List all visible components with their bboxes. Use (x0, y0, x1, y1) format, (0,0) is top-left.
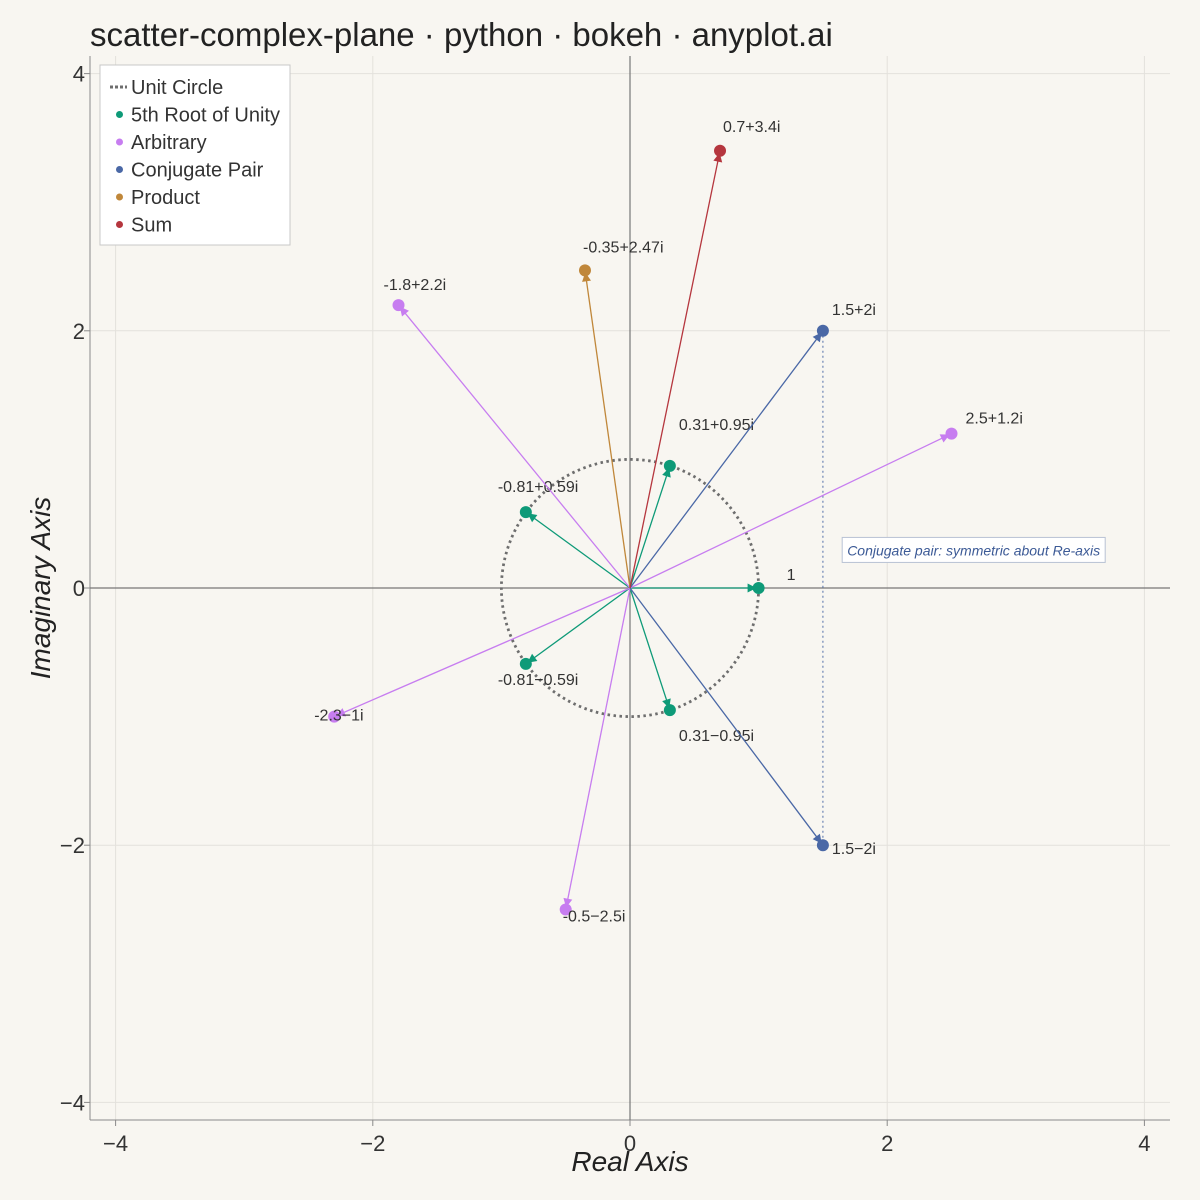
chart-title: scatter-complex-plane · python · bokeh ·… (90, 16, 833, 53)
legend: Unit Circle 5th Root of Unity Arbitrary Con… (99, 64, 291, 246)
data-point (663, 459, 676, 472)
legend-label: Arbitrary (131, 132, 207, 154)
legend-box (99, 64, 291, 246)
point-label: -1.8+2.2i (384, 277, 447, 294)
point-label: 0.7+3.4i (723, 119, 780, 136)
plot-area: −4 −2 0 2 4 −4 −2 0 2 4 1 0.31+0.95i -0.81+0.59i -0.8… (60, 56, 1170, 1156)
legend-label: Sum (131, 215, 172, 237)
vector-line (333, 587, 631, 718)
vector-line (629, 465, 671, 589)
vector-line (629, 150, 721, 589)
point-label: 1.5+2i (832, 302, 876, 319)
x-tick-label: −4 (103, 1131, 128, 1156)
vector-line (565, 587, 631, 910)
data-point (714, 144, 727, 157)
vector-arrowhead (747, 583, 757, 593)
annotation-text: Conjugate pair: symmetric about Re-axis (847, 542, 1100, 558)
y-tick-label: −4 (60, 1090, 85, 1115)
vector-line (525, 511, 631, 589)
annotation-box (841, 536, 1106, 563)
vector-line (584, 270, 631, 589)
legend-label: 5th Root of Unity (131, 105, 280, 127)
data-point (519, 506, 532, 519)
data-point (392, 299, 405, 312)
point-label: 2.5+1.2i (966, 411, 1023, 428)
x-tick-label: 4 (1138, 1131, 1150, 1156)
data-point (578, 264, 591, 277)
point-label: 0.31+0.95i (679, 417, 754, 434)
y-tick-label: −2 (60, 833, 85, 858)
legend-label: Conjugate Pair (131, 160, 264, 182)
x-tick-label: −2 (360, 1131, 385, 1156)
x-tick-label: 0 (624, 1131, 636, 1156)
legend-swatch (116, 111, 123, 118)
conjugate-annotation: Conjugate pair: symmetric about Re-axis (841, 536, 1106, 563)
vector-line (629, 433, 952, 589)
legend-swatch (116, 221, 123, 228)
vector-line (629, 587, 824, 846)
y-axis-label: Imaginary Axis (25, 497, 56, 680)
point-label: -0.81−0.59i (498, 672, 579, 689)
point-label: 1.5−2i (832, 841, 876, 858)
x-tick-label: 2 (881, 1131, 893, 1156)
point-label: -0.35+2.47i (583, 239, 664, 256)
data-point (945, 427, 958, 440)
data-point (519, 657, 532, 670)
vector-line (525, 587, 631, 665)
data-point (816, 324, 829, 337)
vector-arrowhead (582, 272, 591, 282)
data-point (663, 704, 676, 717)
legend-label: Unit Circle (131, 77, 223, 99)
legend-swatch (116, 138, 123, 146)
data-point (816, 839, 829, 852)
legend-swatch (116, 193, 123, 201)
point-label: 0.31−0.95i (679, 728, 754, 745)
y-tick-label: 4 (73, 62, 85, 87)
y-tick-label: 0 (73, 576, 85, 601)
vector-line (629, 587, 671, 711)
x-axis-label: Real Axis (571, 1146, 688, 1177)
vector-line (629, 330, 824, 589)
point-label: -2.3−1i (314, 708, 363, 725)
point-label: -0.5−2.5i (563, 909, 626, 926)
data-point (559, 903, 572, 916)
data-point (752, 582, 765, 594)
y-tick-label: 2 (73, 319, 85, 344)
legend-swatch (116, 166, 123, 173)
point-label: 1 (787, 567, 796, 584)
point-label: -0.81+0.59i (498, 479, 579, 496)
legend-label: Product (131, 187, 200, 209)
data-point (328, 710, 341, 723)
vector-line (398, 304, 631, 589)
